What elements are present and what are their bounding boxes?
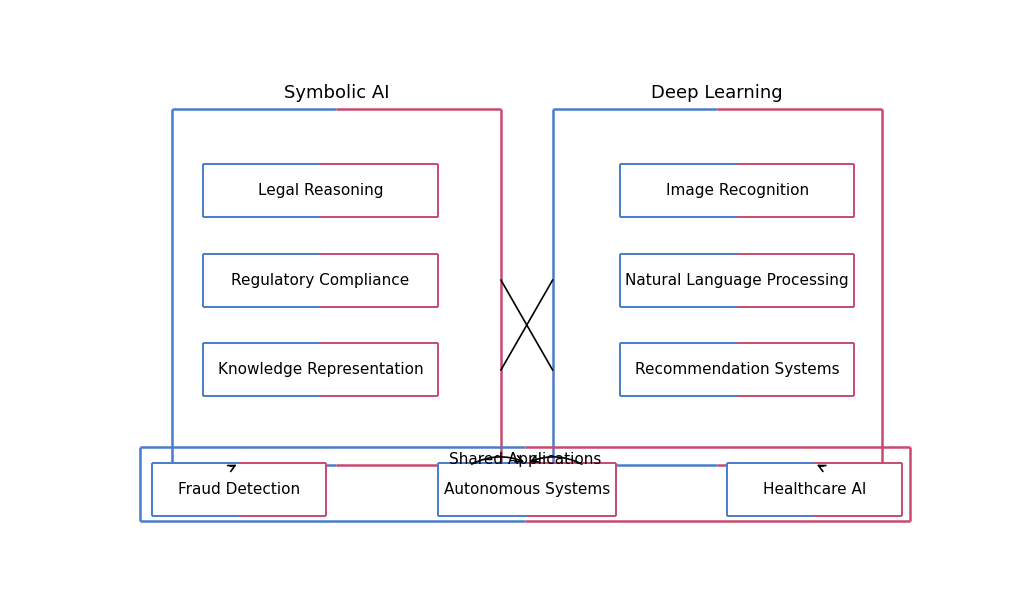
- Bar: [140, 447, 909, 521]
- Text: Symbolic AI: Symbolic AI: [284, 84, 389, 102]
- Text: Regulatory Compliance: Regulatory Compliance: [231, 273, 410, 288]
- Text: Autonomous Systems: Autonomous Systems: [443, 482, 610, 497]
- Bar: [553, 109, 882, 465]
- Bar: [727, 463, 902, 516]
- Bar: [620, 164, 854, 217]
- Text: Natural Language Processing: Natural Language Processing: [626, 273, 849, 288]
- Bar: [204, 254, 437, 307]
- Bar: [204, 343, 437, 396]
- Text: Deep Learning: Deep Learning: [651, 84, 783, 102]
- Text: Legal Reasoning: Legal Reasoning: [258, 183, 383, 198]
- Bar: [437, 463, 616, 516]
- Bar: [620, 254, 854, 307]
- Text: Healthcare AI: Healthcare AI: [763, 482, 866, 497]
- Text: Shared Applications: Shared Applications: [449, 451, 601, 466]
- Text: Image Recognition: Image Recognition: [666, 183, 809, 198]
- Text: Knowledge Representation: Knowledge Representation: [218, 362, 423, 377]
- Bar: [152, 463, 327, 516]
- Bar: [172, 109, 501, 465]
- Text: Fraud Detection: Fraud Detection: [178, 482, 300, 497]
- Bar: [620, 343, 854, 396]
- Bar: [204, 164, 437, 217]
- Text: Recommendation Systems: Recommendation Systems: [635, 362, 840, 377]
